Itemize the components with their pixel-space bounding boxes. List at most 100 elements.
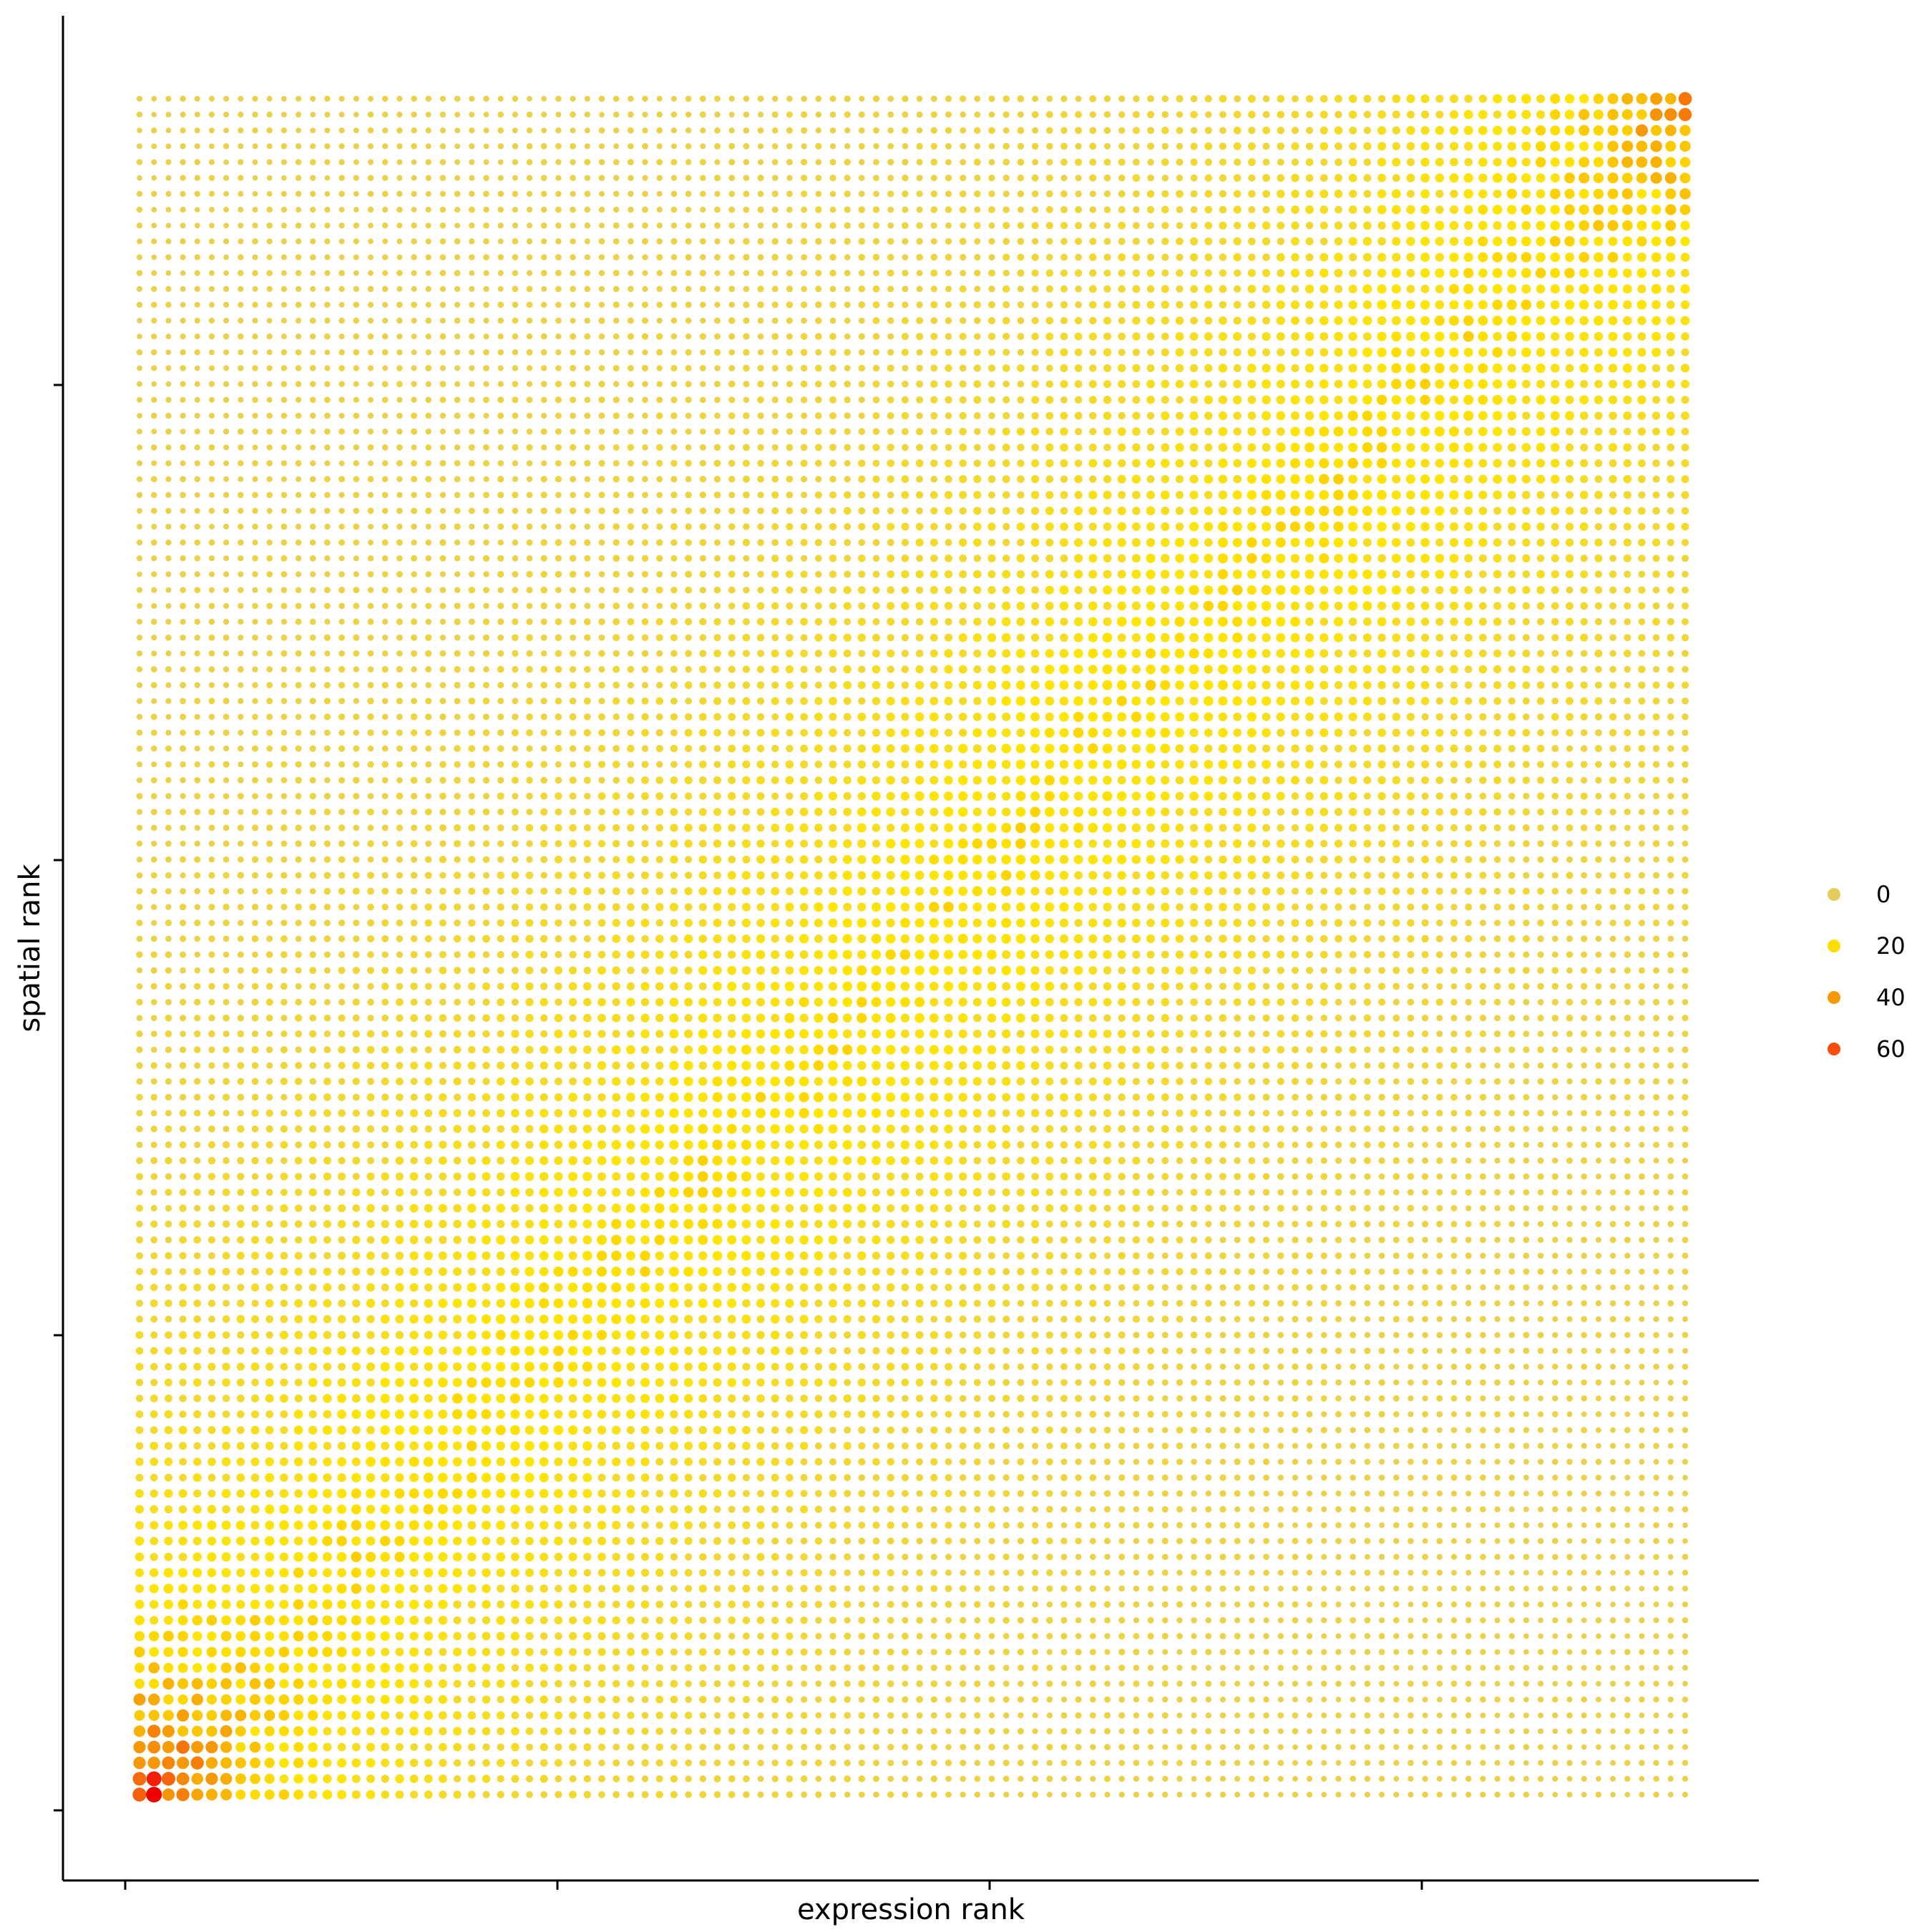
data-point bbox=[1538, 1284, 1544, 1291]
data-point bbox=[1161, 1093, 1169, 1101]
data-point bbox=[337, 1346, 346, 1356]
data-point bbox=[1566, 1474, 1573, 1481]
data-point bbox=[612, 1108, 621, 1118]
data-point bbox=[1074, 1267, 1083, 1276]
data-point bbox=[1234, 1427, 1241, 1434]
data-point bbox=[553, 1425, 564, 1435]
data-point bbox=[250, 1505, 260, 1514]
data-point bbox=[655, 1648, 664, 1657]
data-point bbox=[1667, 1380, 1674, 1386]
data-point bbox=[308, 1346, 318, 1355]
data-point bbox=[208, 1173, 216, 1181]
data-point bbox=[1277, 1569, 1284, 1576]
data-point bbox=[829, 1378, 837, 1387]
data-point bbox=[670, 1378, 678, 1387]
data-point bbox=[424, 1695, 433, 1704]
data-point bbox=[1667, 1411, 1674, 1418]
data-point bbox=[1364, 1569, 1371, 1576]
data-point bbox=[858, 1649, 865, 1656]
data-point bbox=[1667, 1284, 1674, 1291]
data-point bbox=[208, 1299, 216, 1307]
data-point bbox=[930, 1156, 939, 1165]
data-point bbox=[220, 1788, 233, 1801]
data-point bbox=[510, 1171, 520, 1181]
data-point bbox=[424, 1584, 433, 1593]
data-point bbox=[280, 1267, 288, 1276]
data-point bbox=[237, 1173, 245, 1181]
data-point bbox=[1335, 1616, 1342, 1624]
data-point bbox=[163, 1662, 174, 1673]
data-point bbox=[1465, 1347, 1472, 1355]
data-point bbox=[1089, 1601, 1097, 1608]
data-point bbox=[132, 1772, 147, 1786]
data-point bbox=[916, 1553, 923, 1561]
data-point bbox=[1248, 1093, 1256, 1101]
data-point bbox=[1306, 1538, 1313, 1544]
data-point bbox=[959, 1347, 967, 1355]
data-point bbox=[641, 1537, 649, 1546]
data-point bbox=[1219, 1379, 1226, 1386]
data-point bbox=[1538, 1712, 1544, 1719]
data-point bbox=[280, 1347, 288, 1355]
data-point bbox=[351, 1520, 362, 1531]
data-point bbox=[1349, 1125, 1357, 1133]
data-point bbox=[1364, 1649, 1371, 1655]
data-point bbox=[237, 1204, 245, 1212]
data-point bbox=[381, 1108, 389, 1118]
data-point bbox=[205, 1788, 218, 1801]
data-point bbox=[1103, 1538, 1111, 1545]
data-point bbox=[265, 1584, 274, 1594]
data-point bbox=[1566, 1284, 1573, 1291]
data-point bbox=[265, 1204, 273, 1212]
data-point bbox=[511, 1093, 519, 1102]
data-point bbox=[915, 1252, 924, 1260]
data-point bbox=[1219, 1443, 1226, 1450]
data-point bbox=[495, 1377, 506, 1388]
data-point bbox=[322, 1599, 333, 1610]
data-point bbox=[887, 1314, 895, 1324]
data-point bbox=[1277, 1760, 1284, 1767]
data-point bbox=[1045, 1220, 1053, 1228]
data-point bbox=[1523, 1601, 1530, 1608]
data-point bbox=[409, 1504, 419, 1514]
data-point bbox=[959, 1315, 967, 1323]
data-point bbox=[627, 1632, 635, 1640]
data-point bbox=[1002, 1299, 1010, 1307]
data-point bbox=[958, 1172, 967, 1181]
data-point bbox=[1667, 1506, 1674, 1513]
data-point bbox=[640, 1377, 650, 1387]
data-point bbox=[554, 1156, 563, 1166]
data-point bbox=[1653, 1569, 1659, 1576]
data-point bbox=[1350, 1664, 1356, 1671]
data-point bbox=[424, 1109, 433, 1118]
data-point bbox=[1234, 1157, 1241, 1164]
data-point bbox=[1249, 1775, 1255, 1782]
data-point bbox=[713, 1378, 722, 1387]
data-point bbox=[1292, 1522, 1299, 1528]
data-point bbox=[960, 1553, 967, 1561]
data-point bbox=[1031, 1347, 1039, 1355]
data-point bbox=[1479, 1221, 1486, 1228]
data-point bbox=[801, 1760, 808, 1767]
data-point bbox=[1321, 1458, 1327, 1465]
data-point bbox=[366, 1711, 376, 1720]
data-point bbox=[1277, 1284, 1284, 1291]
data-point bbox=[568, 1093, 577, 1102]
data-point bbox=[496, 1108, 505, 1118]
data-point bbox=[322, 1710, 332, 1720]
data-point bbox=[482, 1647, 491, 1657]
data-point bbox=[351, 1774, 361, 1783]
data-point bbox=[164, 1394, 172, 1402]
data-point bbox=[1032, 1521, 1039, 1529]
data-point bbox=[1350, 1760, 1357, 1767]
data-point bbox=[540, 1552, 549, 1561]
data-point bbox=[1060, 1379, 1068, 1386]
data-point bbox=[351, 1504, 361, 1515]
data-point bbox=[1103, 1172, 1111, 1181]
data-point bbox=[741, 1251, 751, 1261]
data-point bbox=[337, 1694, 347, 1704]
data-point bbox=[973, 1395, 981, 1402]
data-point bbox=[1046, 1442, 1053, 1450]
data-point bbox=[1538, 1664, 1543, 1671]
data-point bbox=[1118, 1443, 1126, 1450]
